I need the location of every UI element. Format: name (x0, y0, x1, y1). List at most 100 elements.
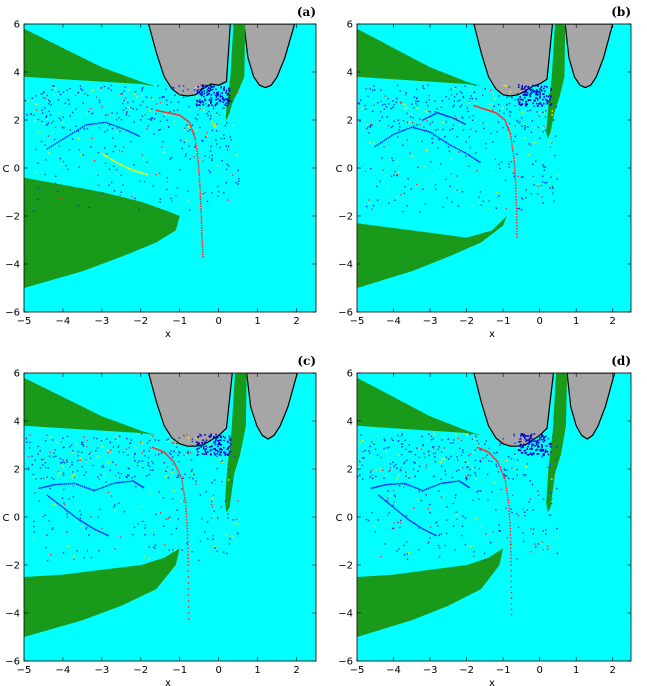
curve-point (114, 125, 117, 127)
scatter-point (537, 126, 539, 129)
scatter-point (524, 474, 526, 477)
scatter-point (153, 533, 155, 536)
curve-point (516, 227, 518, 230)
scatter-point (228, 452, 230, 454)
scatter-point (208, 169, 210, 172)
scatter-point (405, 475, 407, 477)
scatter-point (479, 191, 482, 193)
curve-point (514, 181, 517, 184)
scatter-point (464, 85, 466, 87)
scatter-point (422, 444, 424, 446)
scatter-point (31, 464, 33, 466)
scatter-point (417, 470, 419, 472)
forbidden-region-left (147, 24, 231, 97)
scatter-point (446, 506, 448, 508)
curve-point (191, 129, 194, 132)
scatter-point (410, 450, 413, 453)
scatter-point (210, 434, 212, 437)
scatter-point (128, 115, 130, 117)
scatter-point (201, 88, 203, 90)
scatter-point (531, 120, 533, 122)
scatter-point (113, 506, 115, 508)
scatter-point (198, 559, 200, 562)
curve-point (189, 124, 192, 127)
scatter-point (222, 461, 224, 464)
curve-point (96, 529, 99, 532)
curve-point (379, 485, 382, 487)
scatter-point (448, 150, 451, 153)
y-tick-label: 2 (14, 465, 20, 476)
scatter-point (40, 477, 42, 480)
scatter-point (232, 174, 234, 176)
curve-point (60, 505, 63, 508)
curve-point (62, 483, 64, 485)
scatter-point (530, 88, 533, 91)
scatter-point (446, 519, 448, 521)
scatter-point (453, 88, 455, 90)
curve-point (509, 540, 512, 543)
scatter-point (141, 94, 143, 97)
scatter-point (167, 518, 169, 520)
scatter-point (172, 86, 174, 89)
curve-point (389, 135, 391, 138)
y-tick-label: 0 (14, 513, 20, 524)
curve-point (77, 483, 80, 486)
scatter-point (533, 90, 536, 92)
curve-point (440, 113, 443, 116)
scatter-point (41, 112, 44, 114)
scatter-point (163, 544, 166, 546)
scatter-point (44, 514, 46, 516)
scatter-point (146, 442, 149, 444)
scatter-point (386, 447, 388, 449)
curve-point (199, 203, 202, 205)
scatter-point (541, 105, 543, 107)
scatter-point (477, 445, 479, 447)
scatter-point (118, 451, 120, 453)
scatter-point (187, 130, 189, 132)
scatter-point (125, 476, 127, 478)
scatter-point (531, 445, 533, 448)
scatter-point (95, 450, 97, 452)
scatter-point (180, 139, 182, 142)
scatter-point (141, 154, 144, 156)
scatter-point (494, 158, 496, 160)
curve-point (456, 147, 459, 150)
scatter-point (175, 527, 178, 530)
scatter-point (46, 94, 48, 97)
curve-point (200, 229, 203, 232)
scatter-point (224, 452, 226, 454)
scatter-point (542, 165, 545, 168)
scatter-point (46, 476, 48, 478)
scatter-point (102, 464, 104, 467)
curve-point (515, 204, 518, 207)
curve-point (511, 143, 513, 145)
curve-point (407, 518, 409, 521)
curve-point (198, 183, 201, 186)
scatter-point (85, 471, 87, 473)
scatter-point (33, 210, 35, 212)
scatter-point (446, 197, 448, 199)
scatter-point (374, 525, 376, 528)
scatter-point (400, 467, 402, 469)
scatter-point (91, 137, 93, 140)
curve-point (197, 167, 200, 169)
scatter-point (61, 126, 64, 129)
scatter-point (386, 514, 389, 517)
scatter-point (492, 141, 494, 143)
scatter-point (117, 472, 120, 474)
scatter-point (411, 103, 413, 105)
curve-point (507, 127, 510, 130)
scatter-point (188, 109, 191, 111)
scatter-point (59, 157, 61, 160)
scatter-point (455, 434, 457, 436)
curve-point (38, 487, 41, 490)
scatter-point (524, 93, 527, 96)
scatter-point (216, 436, 218, 439)
scatter-point (544, 90, 546, 93)
scatter-point (98, 550, 100, 552)
structure-curve-3 (101, 152, 148, 176)
curve-point (87, 524, 89, 527)
scatter-point (394, 495, 396, 498)
curve-point (445, 481, 448, 484)
scatter-point (214, 94, 217, 97)
